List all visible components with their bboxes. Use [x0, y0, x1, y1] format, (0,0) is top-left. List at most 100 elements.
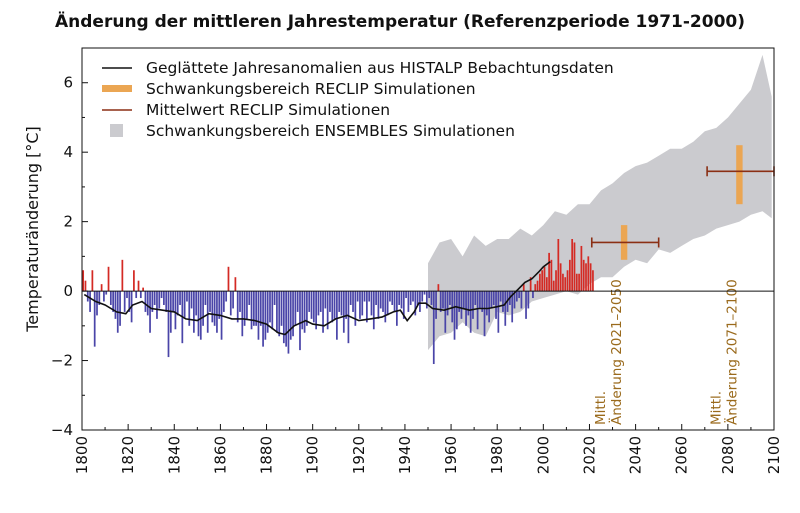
legend-label: Mittelwert RECLIP Simulationen: [146, 101, 390, 119]
anomaly-bar: [174, 291, 177, 330]
anomaly-bar: [580, 245, 583, 292]
anomaly-bar: [112, 291, 115, 312]
anomaly-bar: [412, 291, 414, 302]
anomaly-bar: [338, 291, 341, 312]
anomaly-bar: [444, 291, 447, 333]
anomaly-bar: [359, 291, 361, 319]
anomaly-bar: [139, 291, 142, 299]
anomaly-bar: [183, 291, 186, 319]
reclip-layer: Mittl. Änderung 2021–2050 Mittl. Änderung 2…: [590, 145, 775, 425]
anomaly-bar: [585, 263, 587, 292]
anomaly-bar: [386, 291, 389, 316]
anomaly-bar: [573, 242, 576, 292]
anomaly-bar: [289, 291, 292, 340]
anomaly-bar: [197, 291, 200, 337]
anomaly-bar: [285, 291, 287, 347]
anomaly-bar: [340, 291, 343, 316]
anomaly-bar: [109, 291, 112, 305]
smoothed-anomaly-line: [83, 260, 551, 336]
anomaly-bar: [497, 291, 500, 333]
anomaly-bar: [236, 291, 239, 323]
anomaly-bar: [458, 291, 461, 312]
anomaly-bar: [222, 291, 225, 312]
chart-title: Änderung der mittleren Jahrestemperatur …: [55, 12, 745, 32]
anomaly-bar: [252, 291, 255, 326]
anomaly-bar: [511, 291, 514, 323]
anomaly-bar: [333, 291, 336, 319]
anomaly-bar: [414, 291, 417, 316]
anomaly-bar: [382, 291, 384, 312]
anomaly-bar: [428, 291, 431, 299]
anomaly-bar: [278, 291, 281, 337]
anomaly-bar: [379, 291, 382, 309]
anomaly-bar: [331, 291, 334, 323]
x-tick-label: 2020: [581, 436, 599, 474]
anomaly-bar: [204, 291, 207, 305]
anomaly-bar: [287, 291, 290, 354]
anomaly-bar: [308, 291, 311, 312]
anomaly-bar: [306, 291, 308, 326]
anomaly-bar: [326, 291, 329, 330]
anomaly-bar: [541, 270, 544, 292]
anomaly-bar: [568, 259, 571, 292]
ensembles-range-band: [428, 54, 772, 351]
anomaly-bar: [527, 291, 530, 309]
anomaly-bar: [552, 280, 555, 292]
anomaly-bars: [82, 239, 594, 365]
anomaly-bar: [312, 291, 315, 323]
anomaly-bar: [299, 291, 301, 351]
x-tick-label: 1900: [304, 436, 322, 474]
anomaly-bar: [453, 291, 456, 340]
anomaly-bar: [319, 291, 322, 312]
smoothed-line-layer: [83, 260, 551, 336]
legend: Geglättete Jahresanomalien aus HISTALP B…: [102, 59, 614, 140]
anomaly-bar: [578, 273, 580, 292]
reclip-annotation-line2: Änderung 2071–2100: [722, 279, 740, 425]
anomaly-bar: [402, 291, 405, 319]
reclip-annotation-line1: Mittl.: [593, 391, 609, 425]
anomaly-bar: [209, 291, 211, 312]
anomaly-bar: [564, 277, 567, 292]
anomaly-bar: [105, 291, 108, 295]
anomaly-bar: [467, 291, 470, 316]
anomaly-bar: [156, 291, 158, 319]
x-tick-label: 2060: [673, 436, 691, 474]
anomaly-bar: [128, 291, 131, 312]
anomaly-bar: [241, 291, 244, 337]
anomaly-bar: [587, 256, 590, 292]
anomaly-bar: [347, 291, 350, 344]
anomaly-bar: [232, 291, 234, 309]
anomaly-bar: [525, 291, 527, 319]
anomaly-bar: [151, 291, 154, 312]
anomaly-bar: [363, 291, 366, 302]
anomaly-bar: [202, 291, 204, 326]
anomaly-bar: [243, 291, 246, 326]
ensembles-layer: [428, 54, 772, 351]
anomaly-bar: [167, 291, 170, 358]
anomaly-bar: [407, 291, 410, 312]
anomaly-bar: [389, 291, 391, 302]
anomaly-bar: [345, 291, 347, 319]
anomaly-bar: [372, 291, 375, 330]
anomaly-bar: [582, 259, 585, 292]
anomaly-bar: [227, 266, 230, 292]
anomaly-bar: [255, 291, 258, 326]
anomaly-bar: [562, 273, 564, 292]
anomaly-bar: [543, 266, 546, 292]
x-tick-label: 1920: [350, 436, 368, 474]
axes: 1800 1820 1840 1860 1880 1900 1920 1940 1960 1980…: [23, 47, 783, 474]
anomaly-bar: [193, 291, 195, 333]
anomaly-bar: [446, 291, 449, 316]
legend-label: Schwankungsbereich ENSEMBLES Simulatione…: [146, 122, 515, 140]
anomaly-bar: [301, 291, 304, 330]
anomaly-bar: [266, 291, 269, 333]
anomaly-bar: [126, 291, 128, 299]
anomaly-bar: [336, 291, 338, 340]
anomaly-bar: [133, 270, 135, 292]
anomaly-bar: [589, 263, 592, 292]
anomaly-bar: [485, 291, 488, 316]
anomaly-bar: [462, 291, 465, 309]
anomaly-bar: [455, 291, 458, 330]
anomaly-bar: [98, 291, 101, 305]
anomaly-bar: [449, 291, 451, 305]
